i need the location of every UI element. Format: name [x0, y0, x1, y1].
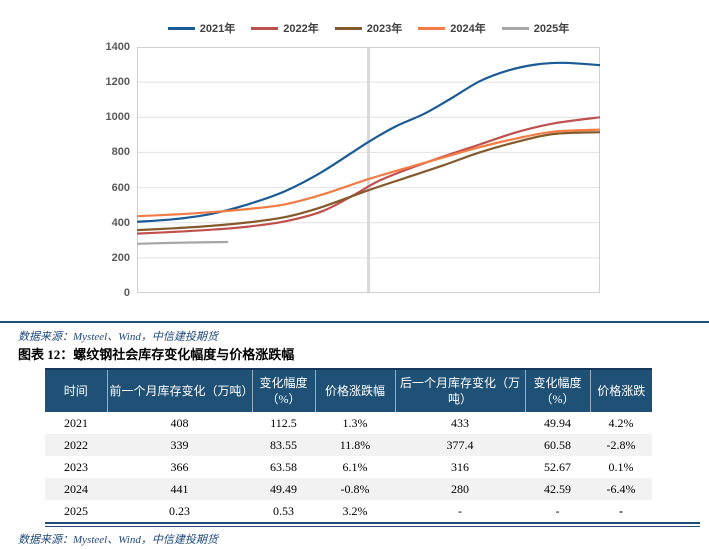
- table-cell: -6.4%: [606, 482, 636, 496]
- table-cell: 49.49: [270, 482, 297, 496]
- table-header-cell: 价格涨跌幅: [315, 369, 396, 412]
- legend-label: 2024年: [450, 23, 486, 35]
- table-row: 2023 366 63.58 6.1% 316 52.67 0.1%: [45, 456, 652, 478]
- y-axis-tick: 400: [111, 216, 130, 229]
- table-cell: 3.2%: [342, 504, 368, 518]
- y-axis-tick: 1400: [105, 41, 130, 53]
- legend-label: 2022年: [283, 23, 319, 35]
- table-header-cell: 价格涨跌: [590, 369, 652, 412]
- y-axis-tick: 1000: [105, 111, 130, 124]
- table-cell: 280: [451, 482, 469, 496]
- table-cell: 339: [170, 438, 189, 452]
- data-source-top: 数据来源：Mysteel、Wind，中信建投期货: [18, 331, 218, 343]
- table-cell: 49.94: [544, 416, 571, 430]
- table-header-cell: 变化幅度（%）: [525, 369, 591, 412]
- legend-label: 2021年: [199, 23, 236, 35]
- table-cell: 0.23: [169, 504, 190, 518]
- legend-label: 2025年: [533, 23, 570, 35]
- table-cell: 316: [451, 460, 469, 474]
- table-cell: 0.1%: [608, 460, 634, 474]
- table-row: 2025 0.23 0.53 3.2% - - -: [45, 500, 652, 522]
- table-cell: -0.8%: [340, 482, 370, 496]
- line-chart-svg: [137, 47, 600, 293]
- table-cell: 1.3%: [342, 416, 368, 430]
- table-cell: 2021: [64, 416, 88, 430]
- legend-swatch-icon: [251, 26, 279, 30]
- legend-swatch-icon: [334, 26, 362, 30]
- y-axis-tick: 600: [111, 181, 130, 194]
- y-axis-tick: 200: [111, 251, 130, 264]
- table-cell: -2.8%: [606, 438, 636, 452]
- table-cell: 0.53: [273, 504, 294, 518]
- table-cell: 11.8%: [339, 438, 371, 452]
- table-cell: 2022: [64, 438, 88, 452]
- top-divider-rule: [0, 321, 709, 323]
- data-table: 时间 前一个月库存变化（万吨） 变化幅度（%） 价格涨跌幅 后一个月库存变化（万吨） 变化…: [45, 368, 652, 522]
- table-cell: 4.2%: [608, 416, 634, 430]
- legend-label: 2023年: [366, 23, 403, 35]
- table-cell: 377.4: [446, 438, 474, 452]
- table-cell: 2023: [64, 460, 88, 474]
- legend-item-4: 2025年: [501, 20, 570, 36]
- table-header-cell: 前一个月库存变化（万吨）: [107, 369, 254, 412]
- table-cell: 42.59: [544, 482, 571, 496]
- table-cell: 433: [451, 416, 469, 430]
- series-line-4: [137, 240, 229, 245]
- series-line-1: [137, 116, 600, 235]
- table-cell: 2025: [64, 504, 88, 518]
- bottom-double-rule: [45, 522, 700, 527]
- table-cell: 63.58: [270, 460, 297, 474]
- data-source-bottom: 数据来源：Mysteel、Wind，中信建投期货: [18, 534, 218, 546]
- table-cell: -: [619, 504, 623, 518]
- table-row: 2021 408 112.5 1.3% 433 49.94 4.2%: [45, 412, 652, 434]
- plot-border: [137, 47, 600, 293]
- series-line-3: [137, 128, 600, 218]
- y-axis-tick: 800: [111, 146, 130, 159]
- legend-swatch-icon: [501, 26, 529, 30]
- legend-swatch-icon: [167, 26, 195, 30]
- table-cell: 366: [170, 460, 189, 474]
- table-cell: -: [458, 504, 462, 518]
- table-cell: 2024: [64, 482, 88, 496]
- table-cell: -: [555, 504, 560, 518]
- figure-caption: 图表 12：螺纹钢社会库存变化幅度与价格涨跌幅: [18, 347, 295, 362]
- table-row: 2024 441 49.49 -0.8% 280 42.59 -6.4%: [45, 478, 652, 500]
- legend-item-1: 2022年: [251, 20, 319, 36]
- legend-item-2: 2023年: [334, 20, 403, 36]
- table-header-row: 时间 前一个月库存变化（万吨） 变化幅度（%） 价格涨跌幅 后一个月库存变化（万吨） 变化…: [45, 369, 652, 412]
- chart-legend: 2021年 2022年 2023年 2024年 2025年: [137, 20, 600, 36]
- y-axis-tick: 1200: [105, 76, 130, 89]
- legend-item-3: 2024年: [418, 20, 486, 36]
- legend-swatch-icon: [418, 26, 446, 30]
- table-cell: 408: [170, 416, 189, 430]
- legend-item-0: 2021年: [167, 20, 236, 36]
- table-cell: 60.58: [544, 438, 571, 452]
- table-cell: 112.5: [270, 416, 297, 430]
- table-cell: 441: [170, 482, 189, 496]
- table-header-cell: 变化幅度（%）: [252, 369, 316, 412]
- table-row: 2022 339 83.55 11.8% 377.4 60.58 -2.8%: [45, 434, 652, 456]
- table-header-cell: 后一个月库存变化（万吨）: [395, 369, 526, 412]
- y-axis-tick: 0: [123, 287, 130, 299]
- table-header-cell: 时间: [45, 369, 108, 412]
- table-cell: 6.1%: [342, 460, 368, 474]
- table-cell: 52.67: [544, 460, 571, 474]
- series-line-2: [137, 131, 600, 232]
- table-cell: 83.55: [270, 438, 297, 452]
